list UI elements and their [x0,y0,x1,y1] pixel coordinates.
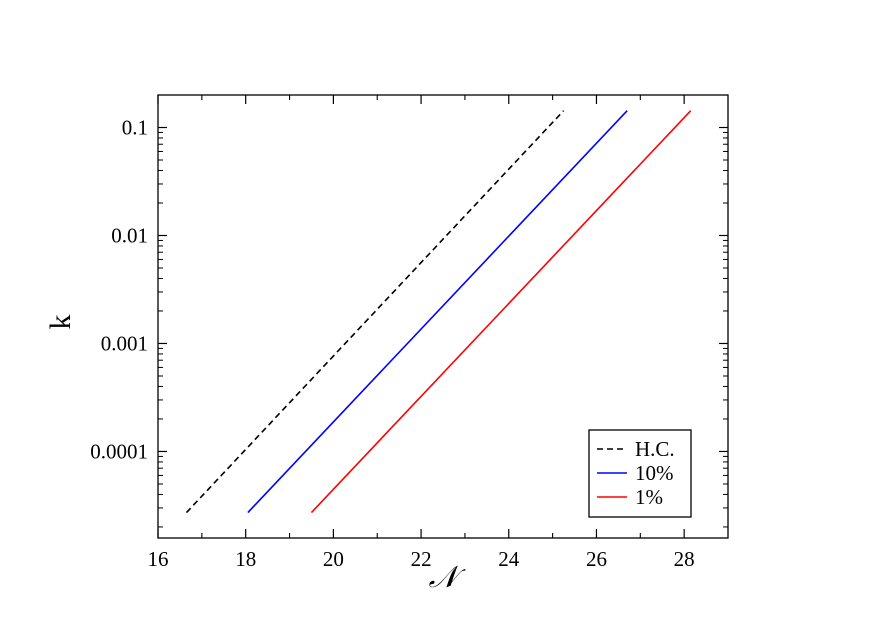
y-tick-label: 0.1 [122,116,148,140]
x-tick-label: 24 [498,547,520,571]
x-tick-label: 16 [148,547,169,571]
x-tick-label: 28 [674,547,695,571]
series-line-10 [247,110,628,514]
x-tick-label: 18 [235,547,256,571]
plot-frame [157,94,729,539]
legend-label: 1% [635,485,663,509]
x-tick-label: 22 [411,547,432,571]
y-tick-label: 0.01 [111,223,148,247]
x-tick-label: 20 [323,547,344,571]
legend-label: H.C. [635,437,675,461]
x-tick-label: 26 [586,547,607,571]
ticks-layer: 16 18 20 22 24 26 28 0.0001 0.001 0.01 0.1 [90,95,728,571]
x-axis-title: 𝒩 [429,561,467,594]
legend-label: 10% [635,461,674,485]
series-layer [185,110,692,514]
y-tick-label: 0.0001 [90,439,148,463]
series-line-1 [310,110,692,514]
y-tick-label: 0.001 [101,331,148,355]
legend-box [588,429,692,518]
series-line-h-c [185,110,565,514]
legend: H.C.10%1% [588,429,692,518]
y-axis-title: k [44,315,77,330]
